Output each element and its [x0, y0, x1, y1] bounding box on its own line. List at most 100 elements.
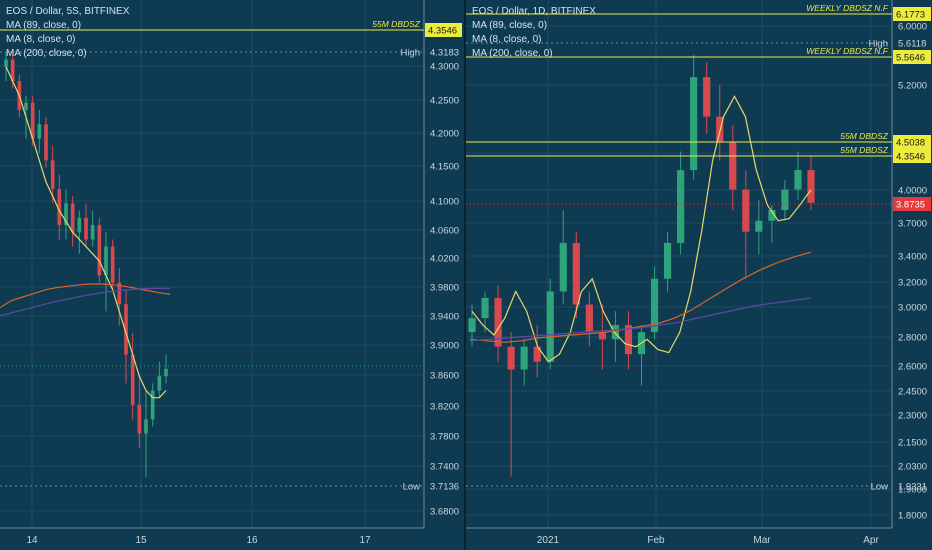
left-candle-body	[37, 124, 42, 139]
left-low-price: 3.7136	[430, 482, 459, 493]
left-y-tick-label: 3.8600	[430, 371, 459, 382]
left-symbol-title[interactable]: EOS / Dollar, 5S, BITFINEX	[6, 6, 130, 17]
right-level-label: WEEKLY DBDSZ N.F	[806, 3, 889, 13]
left-candle-body	[10, 59, 15, 82]
right-level-price-badge	[893, 149, 931, 163]
right-high-price: 5.6118	[898, 39, 926, 50]
right-candle-body	[650, 278, 659, 333]
right-level-price-badge	[893, 50, 931, 64]
right-candle-body	[663, 242, 672, 279]
right-candle-body	[598, 332, 606, 340]
right-y-tick-label: 1.9000	[898, 485, 927, 496]
right-y-tick-label: 3.0000	[898, 303, 927, 314]
right-y-tick-label: 2.4500	[898, 387, 927, 398]
right-candle-body	[546, 291, 554, 362]
right-candle-body	[533, 346, 541, 362]
left-y-tick-label: 3.9000	[430, 341, 459, 352]
right-y-tick-label: 1.8000	[898, 511, 927, 522]
left-chart-svg[interactable]: 4.3000 4.2500 4.2000 4.1500 4.1000 4.0600 4.02…	[0, 0, 464, 550]
right-y-tick-label: 2.6000	[898, 362, 927, 373]
left-ma200-line	[0, 287, 170, 317]
right-x-tick-label: 2021	[537, 535, 560, 546]
left-level-label: 55M DBDSZ	[372, 19, 421, 29]
right-high-label: High	[868, 39, 888, 50]
left-y-tick-label: 3.9400	[430, 312, 459, 323]
right-level-price-badge	[893, 7, 931, 21]
right-level-price-text: 5.5646	[896, 53, 925, 64]
right-y-tick-label: 3.2000	[898, 278, 927, 289]
left-y-tick-label: 4.0200	[430, 254, 459, 265]
right-x-tick-label: Feb	[647, 535, 665, 546]
left-high-label: High	[400, 48, 420, 59]
right-candle-body	[507, 346, 515, 370]
left-candle-body	[50, 160, 55, 190]
left-candle-body	[97, 225, 102, 276]
left-y-tick-label: 3.9800	[430, 283, 459, 294]
left-x-tick-label: 17	[359, 535, 371, 546]
left-y-tick-label: 4.1500	[430, 162, 459, 173]
right-symbol-title[interactable]: EOS / Dollar, 1D, BITFINEX	[472, 6, 596, 17]
left-ma89-label[interactable]: MA (89, close, 0)	[6, 20, 82, 31]
right-level-price-text: 4.3546	[896, 152, 925, 163]
left-x-tick-label: 15	[135, 535, 147, 546]
right-level-price-badge	[893, 135, 931, 149]
left-y-tick-label: 3.6800	[430, 507, 459, 518]
right-y-tick-label: 2.8000	[898, 333, 927, 344]
right-ma89-label[interactable]: MA (89, close, 0)	[472, 20, 548, 31]
right-y-tick-label: 2.0300	[898, 462, 927, 473]
left-legend: EOS / Dollar, 5S, BITFINEX MA (89, close…	[6, 5, 129, 61]
right-y-tick-label: 3.7000	[898, 219, 927, 230]
right-chart-svg[interactable]: 6.00005.20004.60004.00003.70003.40003.20…	[466, 0, 932, 550]
right-y-tick-label: 4.0000	[898, 186, 927, 197]
right-last-price-badge	[893, 197, 931, 211]
left-y-tick-label: 4.3000	[430, 62, 459, 73]
left-candle-body	[84, 217, 88, 240]
right-candle-body	[794, 170, 802, 190]
left-candle-body	[24, 102, 28, 110]
right-ma8-label[interactable]: MA (8, close, 0)	[472, 34, 542, 45]
right-candle-body	[520, 346, 528, 370]
right-low-label: Low	[871, 482, 889, 493]
left-candle-body	[150, 390, 155, 420]
right-candle-body	[468, 318, 476, 333]
left-ma200-label[interactable]: MA (200, close, 0)	[6, 48, 87, 59]
left-candle-body	[70, 203, 75, 233]
right-last-price-text: 3.8735	[896, 200, 925, 211]
right-candle-body	[742, 189, 750, 232]
right-ma200-label[interactable]: MA (200, close, 0)	[472, 48, 553, 59]
right-chart-pane[interactable]: 6.00005.20004.60004.00003.70003.40003.20…	[466, 0, 932, 550]
right-ma200-line	[469, 297, 812, 342]
right-x-tick-label: Apr	[863, 535, 879, 546]
left-x-tick-label: 16	[246, 535, 258, 546]
right-candle-body	[690, 77, 698, 171]
left-x-tick-label: 14	[26, 535, 38, 546]
right-y-tick-label: 2.3000	[898, 411, 927, 422]
right-candle-body	[703, 77, 711, 117]
right-x-tick-label: Mar	[753, 535, 771, 546]
left-candle-body	[4, 59, 8, 67]
left-candle-body	[137, 404, 142, 434]
left-candle-body	[30, 102, 35, 139]
left-y-tick-label: 4.0600	[430, 226, 459, 237]
right-ma89-line	[469, 251, 812, 343]
left-candle-body	[124, 304, 128, 355]
right-level-label: 55M DBDSZ	[840, 131, 889, 141]
right-y-tick-label: 3.4000	[898, 252, 927, 263]
left-candle-body	[77, 217, 82, 233]
right-candle-body	[781, 189, 789, 211]
left-candle-body	[90, 225, 95, 240]
right-y-tick-label: 2.1500	[898, 438, 927, 449]
left-chart-pane[interactable]: 4.3000 4.2500 4.2000 4.1500 4.1000 4.0600 4.02…	[0, 0, 464, 550]
right-candle-body	[729, 142, 737, 190]
left-level-price-badge	[425, 23, 462, 37]
left-candle-body	[157, 376, 162, 391]
right-level-label: 55M DBDSZ	[840, 145, 889, 155]
left-y-tick-label: 4.2000	[430, 129, 459, 140]
left-ma8-label[interactable]: MA (8, close, 0)	[6, 34, 76, 45]
pane-divider[interactable]	[464, 0, 466, 550]
left-y-tick-label: 3.7800	[430, 432, 459, 443]
right-legend: EOS / Dollar, 1D, BITFINEX MA (89, close…	[472, 5, 596, 61]
right-candle-body	[611, 325, 620, 340]
right-candle-body	[572, 242, 580, 305]
